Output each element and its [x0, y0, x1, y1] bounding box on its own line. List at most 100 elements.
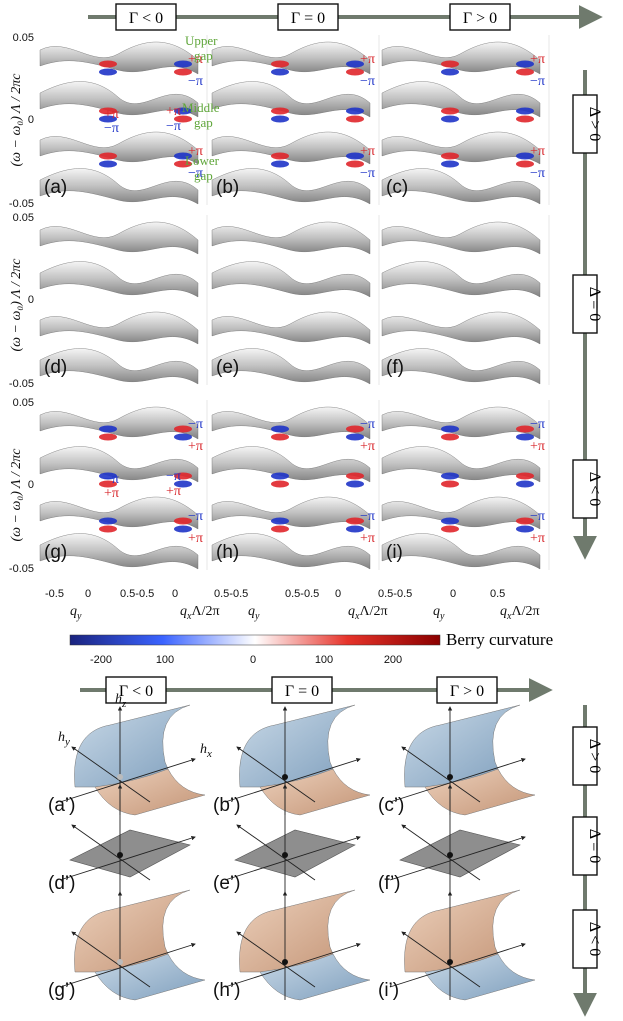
curvature-hotspot — [99, 433, 117, 441]
sheet-panel-9: (i’) — [378, 889, 536, 1001]
band-surface — [211, 81, 371, 118]
sheet-panel-letter: (h’) — [213, 980, 240, 1001]
curvature-hotspot — [271, 472, 289, 480]
band-surface — [381, 311, 541, 345]
x-tick-8: 0.5-0.5 — [378, 588, 412, 600]
band-surface — [211, 168, 371, 205]
hx-axis — [389, 942, 526, 988]
curvature-hotspot — [99, 115, 117, 123]
panel-letter: (c) — [386, 177, 408, 198]
bottom-gamma-pos-label: Γ > 0 — [450, 683, 484, 700]
curvature-hotspot — [271, 517, 289, 525]
curvature-hotspot — [271, 68, 289, 76]
curvature-hotspot — [346, 152, 364, 160]
curvature-hotspot — [516, 68, 534, 76]
charge-label: −π — [104, 121, 119, 136]
panel-letter: (a) — [44, 177, 67, 198]
x-tick-9: 0 — [450, 588, 456, 600]
charge-label: −π — [530, 166, 545, 181]
band-surface — [381, 533, 541, 570]
sheet-panel-4: (d’) — [48, 784, 196, 894]
hy-axis — [236, 824, 316, 881]
charge-label: −π — [360, 417, 375, 432]
charge-label: −π — [530, 509, 545, 524]
hx-axis — [389, 835, 526, 881]
band-panel-1: 0.050-0.05+π−π+π−π+π−π+π−π(a) — [9, 32, 208, 210]
band-surface — [381, 41, 541, 75]
curvature-hotspot — [346, 525, 364, 533]
delta-pos-label: Δ > 0 — [586, 107, 603, 141]
charge-label: +π — [360, 144, 375, 159]
origin-point — [117, 852, 123, 858]
charge-label: +π — [104, 486, 119, 501]
curvature-hotspot — [99, 472, 117, 480]
charge-label: −π — [188, 74, 203, 89]
band-surface — [211, 496, 371, 530]
bottom-delta-pos-label: Δ > 0 — [586, 739, 603, 773]
colorbar-tick-1: -200 — [90, 654, 112, 666]
flat-sheet — [399, 829, 521, 878]
sheet-panel-letter: (a’) — [48, 795, 75, 816]
origin-point — [282, 959, 288, 965]
band-surface — [39, 496, 199, 530]
band-surface — [211, 406, 371, 440]
hx-axis — [224, 757, 361, 803]
band-surface — [211, 311, 371, 345]
sheet-panel-6: (f’) — [378, 784, 526, 894]
curvature-hotspot — [271, 480, 289, 488]
charge-label: +π — [166, 104, 181, 119]
hx-axis — [59, 757, 196, 803]
delta-zero-label: Δ = 0 — [586, 287, 603, 321]
panel-letter: (g) — [44, 542, 67, 563]
band-surface — [381, 446, 541, 483]
charge-label: −π — [166, 119, 181, 134]
qy-axis-label: qy — [248, 604, 260, 622]
gamma-neg-label: Γ < 0 — [129, 10, 163, 27]
curvature-hotspot — [516, 152, 534, 160]
band-surface — [39, 41, 199, 75]
x-tick-7: 0 — [335, 588, 341, 600]
origin-point — [447, 852, 453, 858]
upper-sheet — [404, 704, 521, 788]
band-panel-9: −π +π −π +π (i) — [381, 400, 550, 570]
curvature-hotspot — [516, 472, 534, 480]
charge-label: −π — [188, 166, 203, 181]
origin-point — [282, 852, 288, 858]
band-panel-6: (f) — [381, 215, 550, 385]
sheet-panel-letter: (g’) — [48, 980, 75, 1001]
charge-label: +π — [360, 531, 375, 546]
curvature-hotspot — [271, 425, 289, 433]
curvature-hotspot — [441, 115, 459, 123]
hamiltonian-sheet-panels: hz hx hy (a’) (b’) (c’) (d’) (e’) (f’) (g’) (h’) (i… — [48, 692, 536, 1001]
charge-label: −π — [104, 472, 119, 487]
band-panel-3: +π −π +π −π (c) — [381, 35, 550, 205]
y-tick-bottom: -0.05 — [9, 198, 34, 210]
flat-sheet — [69, 829, 191, 878]
sheet-panel-letter: (b’) — [213, 795, 240, 816]
x-tick-4: 0 — [172, 588, 178, 600]
curvature-hotspot — [516, 425, 534, 433]
curvature-hotspot — [346, 68, 364, 76]
curvature-hotspot — [174, 152, 192, 160]
colorbar-tick-2: 100 — [156, 654, 174, 666]
qx-axis-label: qxΛ/2π — [348, 604, 388, 622]
curvature-hotspot — [441, 152, 459, 160]
origin-point — [117, 774, 123, 780]
right-delta-axis: Δ > 0 Δ = 0 Δ < 0 — [572, 70, 603, 560]
curvature-hotspot — [441, 472, 459, 480]
origin-point — [282, 774, 288, 780]
curvature-hotspot — [346, 480, 364, 488]
sheet-panel-8: (h’) — [213, 889, 371, 1001]
middle-gap-label-1: Middle — [182, 100, 220, 115]
hx-axis — [224, 835, 361, 881]
colorbar-tick-5: 200 — [384, 654, 402, 666]
curvature-hotspot — [174, 517, 192, 525]
x-axis: -0.5 0 0.5-0.5 0 0.5-0.5 0.5-0.5 0 0.5-0… — [45, 588, 540, 622]
charge-label: +π — [188, 439, 203, 454]
curvature-hotspot — [441, 425, 459, 433]
charge-label: +π — [104, 107, 119, 122]
curvature-hotspot — [174, 433, 192, 441]
panel-letter: (b) — [216, 177, 239, 198]
band-panel-5: (e) — [211, 215, 380, 385]
